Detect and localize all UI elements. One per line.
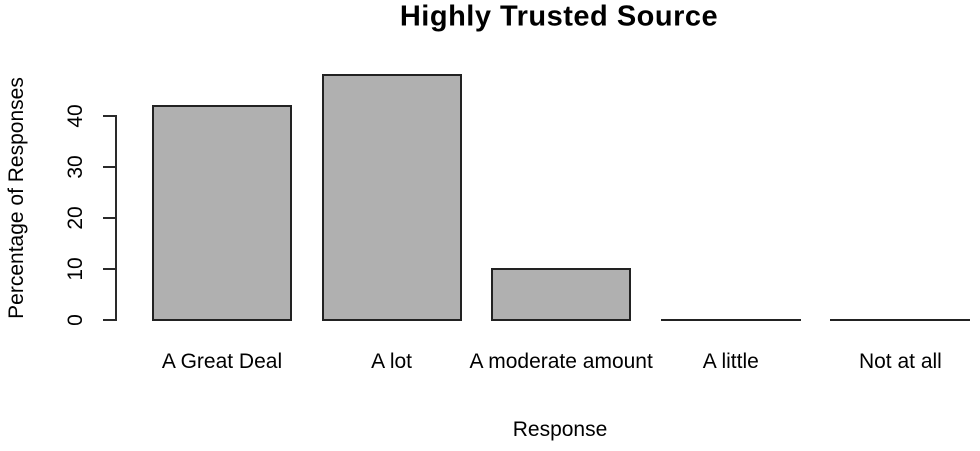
y-axis-line <box>115 115 117 321</box>
y-tick-label: 20 <box>64 206 87 230</box>
y-tick-mark <box>103 217 116 219</box>
y-axis-title: Percentage of Responses <box>5 77 28 319</box>
x-category-label: A little <box>702 350 759 373</box>
y-tick-mark <box>103 115 116 117</box>
y-tick-label: 10 <box>64 257 87 281</box>
bar <box>491 268 632 321</box>
bar-zero-height <box>830 319 971 321</box>
x-category-label: A lot <box>371 350 413 373</box>
x-category-label: A Great Deal <box>161 350 283 373</box>
y-tick-mark <box>103 166 116 168</box>
bar <box>321 74 462 321</box>
y-tick-mark <box>103 319 116 321</box>
x-category-label: A moderate amount <box>469 350 653 373</box>
y-tick-label: 0 <box>64 314 87 326</box>
x-axis-title: Response <box>512 418 608 441</box>
chart-title: Highly Trusted Source <box>399 0 719 33</box>
y-tick-mark <box>103 268 116 270</box>
x-category-label: Not at all <box>858 350 942 373</box>
y-tick-label: 40 <box>64 104 87 128</box>
bar <box>152 105 292 321</box>
y-tick-label: 30 <box>64 155 87 179</box>
bar-zero-height <box>660 319 801 321</box>
